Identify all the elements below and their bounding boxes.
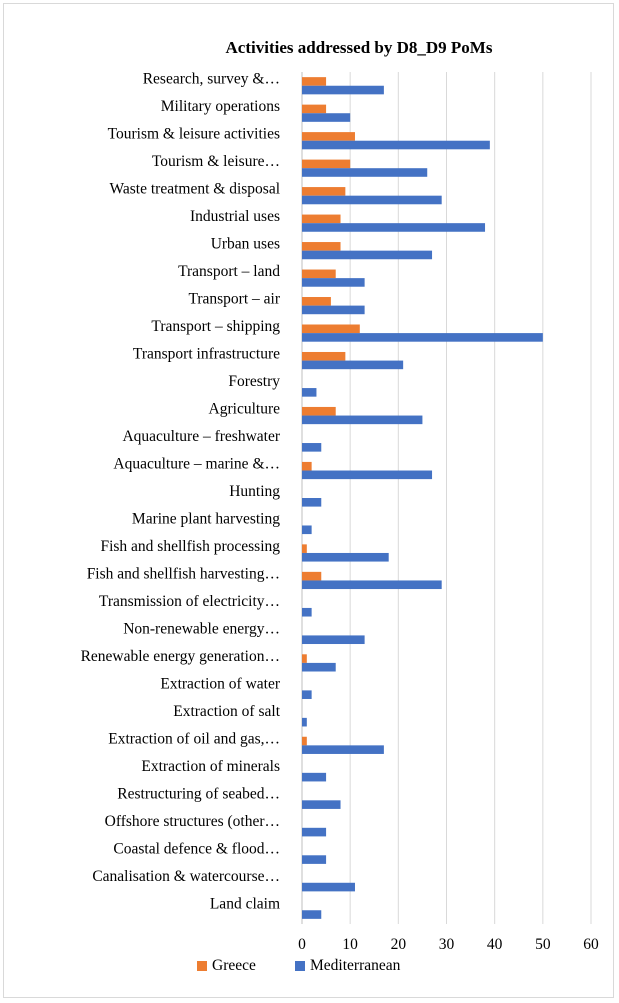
category-label: Urban uses [211, 236, 280, 253]
bar-greece [302, 297, 331, 306]
category-label: Aquaculture – freshwater [122, 428, 280, 445]
x-axis-ticks: 0 10 20 30 40 50 60 [298, 936, 599, 953]
bar-mediterranean [302, 580, 442, 590]
bar-mediterranean [302, 525, 312, 535]
category-label: Forestry [228, 373, 280, 390]
legend-label-greece: Greece [212, 957, 256, 974]
bar-greece [302, 544, 307, 553]
bar-greece [302, 159, 351, 169]
legend-label-mediterranean: Mediterranean [310, 957, 401, 974]
bar-mediterranean [302, 552, 389, 562]
bar-mediterranean [302, 195, 442, 205]
x-tick-label-0: 0 [298, 936, 306, 953]
bar-greece [302, 324, 360, 334]
chart-area: Activities addressed by D8_D9 PoMs Resea… [3, 3, 614, 998]
category-label: Restructuring of seabed… [117, 785, 280, 802]
bar-greece [302, 214, 341, 224]
x-tick-label-50: 50 [535, 936, 551, 953]
category-label: Land claim [210, 895, 280, 912]
category-label: Transport infrastructure [133, 346, 280, 363]
bar-mediterranean [302, 662, 336, 672]
bar-mediterranean [302, 717, 307, 727]
bar-mediterranean [302, 690, 312, 699]
category-label: Renewable energy generation… [81, 648, 280, 665]
bar-mediterranean [302, 278, 365, 287]
bar-greece [302, 77, 327, 86]
category-label: Aquaculture – marine &… [113, 456, 280, 473]
bar-mediterranean [302, 168, 428, 177]
bar-greece [302, 269, 336, 279]
bar-mediterranean [302, 140, 490, 150]
category-label: Tourism & leisure activities [108, 126, 280, 143]
category-label: Extraction of water [160, 675, 280, 692]
bar-greece [302, 461, 312, 471]
bar-mediterranean [302, 443, 322, 452]
bar-greece [302, 654, 307, 663]
category-label: Non-renewable energy… [123, 620, 280, 637]
category-label: Fish and shellfish processing [100, 538, 280, 555]
category-label: Military operations [161, 98, 280, 115]
category-label: Extraction of salt [173, 703, 280, 720]
bar-mediterranean [302, 333, 543, 342]
bar-mediterranean [302, 607, 312, 617]
bar-mediterranean [302, 388, 317, 397]
bar-mediterranean [302, 470, 433, 480]
category-label: Fish and shellfish harvesting… [87, 565, 280, 582]
bar-greece [302, 132, 355, 141]
category-label: Transmission of electricity… [99, 593, 280, 610]
category-label: Industrial uses [190, 208, 280, 225]
bar-mediterranean [302, 498, 322, 507]
category-label: Transport – air [188, 291, 280, 308]
x-tick-label-60: 60 [583, 936, 599, 953]
bar-mediterranean [302, 772, 327, 782]
bar-greece [302, 406, 336, 416]
category-label: Coastal defence & flood… [113, 840, 280, 857]
bar-mediterranean [302, 855, 327, 864]
category-label: Canalisation & watercourse… [92, 868, 280, 885]
x-tick-label-20: 20 [391, 936, 407, 953]
category-labels: Research, survey &… Military operations To… [81, 71, 281, 913]
category-label: Transport – land [178, 263, 280, 280]
chart-title: Activities addressed by D8_D9 PoMs [226, 38, 493, 57]
category-label: Marine plant harvesting [132, 510, 280, 527]
bar-chart: Activities addressed by D8_D9 PoMs Resea… [81, 38, 599, 974]
gridlines [301, 72, 592, 924]
bar-mediterranean [302, 415, 423, 425]
bar-mediterranean [302, 882, 355, 892]
category-label: Extraction of oil and gas,… [108, 730, 280, 747]
category-label: Tourism & leisure… [152, 153, 280, 170]
bar-greece [302, 242, 341, 251]
bar-mediterranean [302, 360, 404, 370]
bar-mediterranean [302, 113, 351, 122]
category-label: Research, survey &… [143, 71, 280, 88]
bar-mediterranean [302, 635, 365, 645]
category-label: Offshore structures (other… [105, 813, 280, 830]
bar-mediterranean [302, 827, 327, 837]
bar-greece [302, 736, 307, 746]
category-label: Extraction of minerals [141, 758, 280, 775]
legend-swatch-mediterranean [295, 961, 305, 971]
bar-mediterranean [302, 250, 433, 260]
bars [302, 77, 543, 919]
bar-greece [302, 571, 322, 581]
category-label: Waste treatment & disposal [110, 181, 281, 198]
bar-mediterranean [302, 910, 322, 919]
bar-greece [302, 351, 346, 361]
bar-mediterranean [302, 223, 486, 232]
bar-mediterranean [302, 745, 384, 754]
bar-mediterranean [302, 305, 365, 315]
x-tick-label-10: 10 [342, 936, 358, 953]
bar-greece [302, 104, 327, 114]
category-label: Hunting [229, 483, 280, 500]
category-label: Agriculture [209, 401, 281, 418]
bar-mediterranean [302, 85, 384, 95]
legend: Greece Mediterranean [197, 957, 401, 974]
bar-mediterranean [302, 800, 341, 809]
x-tick-label-30: 30 [439, 936, 455, 953]
bar-greece [302, 187, 346, 196]
x-tick-label-40: 40 [487, 936, 503, 953]
legend-swatch-greece [197, 961, 207, 971]
category-label: Transport – shipping [151, 318, 280, 335]
